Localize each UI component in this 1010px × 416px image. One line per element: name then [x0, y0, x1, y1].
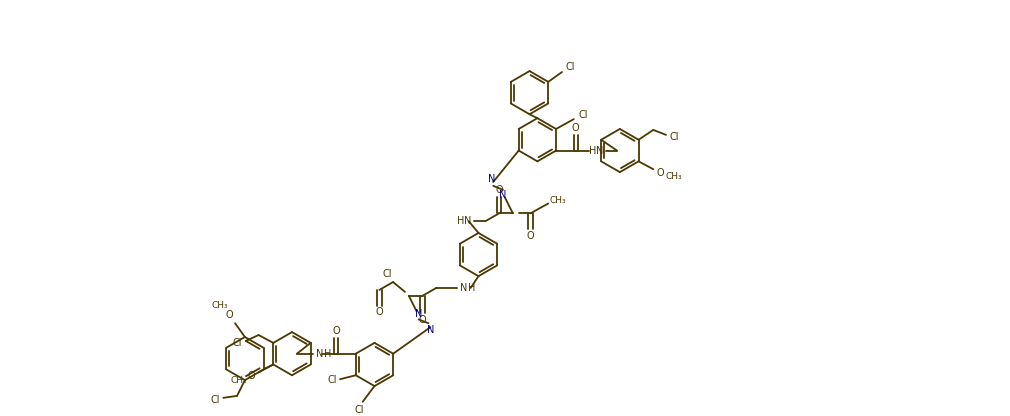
Text: O: O: [526, 231, 534, 241]
Text: Cl: Cl: [327, 375, 337, 385]
Text: CH₃: CH₃: [666, 171, 682, 181]
Text: Cl: Cl: [232, 338, 241, 348]
Text: CH₃: CH₃: [230, 376, 247, 385]
Text: N: N: [488, 174, 495, 184]
Text: Cl: Cl: [355, 405, 364, 415]
Text: Cl: Cl: [383, 269, 392, 279]
Text: H: H: [323, 349, 331, 359]
Text: O: O: [495, 185, 503, 195]
Text: N: N: [415, 310, 422, 319]
Text: H: H: [458, 216, 465, 226]
Text: N: N: [596, 146, 603, 156]
Text: N: N: [499, 190, 507, 200]
Text: H: H: [589, 146, 596, 156]
Text: O: O: [247, 371, 256, 381]
Text: H: H: [468, 283, 476, 293]
Text: N: N: [464, 216, 472, 226]
Text: Cl: Cl: [211, 395, 220, 405]
Text: Cl: Cl: [670, 132, 679, 142]
Text: N: N: [461, 283, 468, 293]
Text: O: O: [376, 307, 383, 317]
Text: O: O: [225, 310, 233, 320]
Text: N: N: [427, 325, 434, 335]
Text: N: N: [316, 349, 323, 359]
Text: O: O: [419, 315, 426, 325]
Text: O: O: [572, 123, 580, 133]
Text: O: O: [656, 168, 664, 178]
Text: Cl: Cl: [565, 62, 575, 72]
Text: O: O: [332, 326, 340, 336]
Text: CH₃: CH₃: [549, 196, 567, 205]
Text: CH₃: CH₃: [211, 301, 227, 310]
Text: Cl: Cl: [579, 110, 588, 120]
